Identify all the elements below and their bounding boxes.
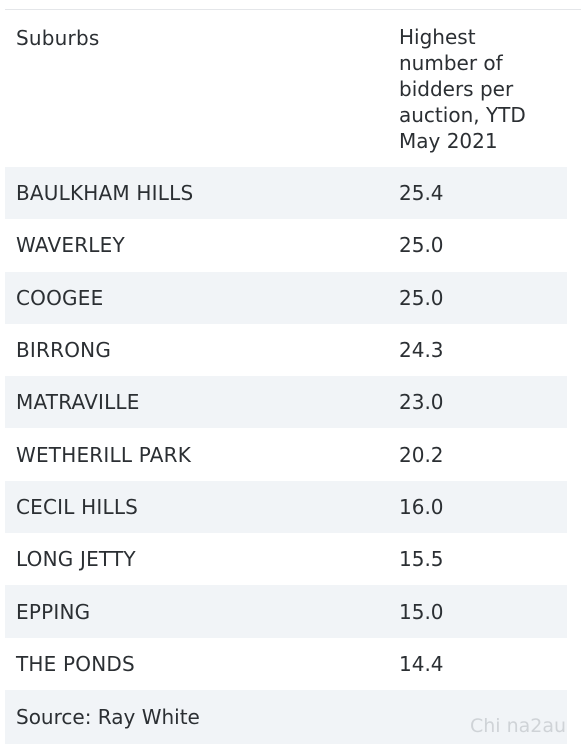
header-bidders: Highest number of bidders per auction, Y…	[399, 25, 526, 153]
table-row: LONG JETTY 15.5	[5, 533, 567, 585]
bidders-cell: 16.0	[399, 494, 444, 519]
table-row: CECIL HILLS 16.0	[5, 480, 567, 534]
top-divider	[5, 9, 581, 10]
table-row: COOGEE 25.0	[5, 271, 567, 324]
table-header: Suburbs Highest number of bidders per au…	[5, 10, 567, 167]
header-suburbs: Suburbs	[16, 26, 100, 50]
source-note: Source: Ray White	[16, 704, 200, 729]
suburb-cell: LONG JETTY	[16, 547, 136, 572]
table-row: THE PONDS 14.4	[5, 638, 567, 690]
suburb-cell: BIRRONG	[16, 338, 112, 363]
table-row: WAVERLEY 25.0	[5, 219, 567, 271]
bidders-cell: 15.5	[399, 547, 444, 572]
suburb-cell: EPPING	[16, 599, 91, 624]
bidders-cell: 24.3	[399, 338, 444, 363]
bidders-cell: 25.0	[399, 233, 444, 258]
table-row: BAULKHAM HILLS 25.4	[5, 167, 567, 220]
suburb-cell: CECIL HILLS	[16, 494, 139, 519]
bidders-cell: 15.0	[399, 599, 444, 624]
bidders-cell: 23.0	[399, 390, 444, 415]
bidders-table: Suburbs Highest number of bidders per au…	[5, 10, 567, 744]
suburb-cell: THE PONDS	[16, 651, 135, 676]
table-row: MATRAVILLE 23.0	[5, 376, 567, 429]
suburb-cell: BAULKHAM HILLS	[16, 181, 194, 206]
bidders-cell: 25.4	[399, 181, 444, 206]
suburb-cell: MATRAVILLE	[16, 390, 140, 415]
table-row: BIRRONG 24.3	[5, 324, 567, 376]
suburb-cell: WAVERLEY	[16, 233, 125, 258]
bidders-cell: 25.0	[399, 285, 444, 310]
suburb-cell: COOGEE	[16, 285, 104, 310]
bidders-cell: 14.4	[399, 651, 444, 676]
table-row: EPPING 15.0	[5, 585, 567, 638]
table-row: WETHERILL PARK 20.2	[5, 428, 567, 480]
bidders-cell: 20.2	[399, 442, 444, 467]
suburb-cell: WETHERILL PARK	[16, 442, 192, 467]
source-row: Source: Ray White	[5, 689, 567, 744]
watermark-text: Chi na2au	[470, 715, 567, 737]
